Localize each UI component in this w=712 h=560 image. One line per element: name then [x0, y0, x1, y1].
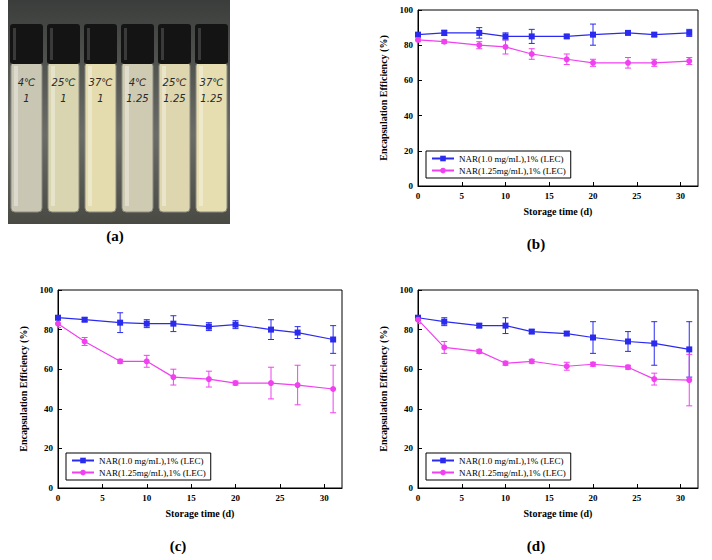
- svg-text:30: 30: [676, 191, 686, 201]
- svg-text:Encapsulation Efficiency (%): Encapsulation Efficiency (%): [378, 326, 390, 452]
- svg-text:20: 20: [231, 493, 241, 503]
- svg-text:NAR(1.25mg/mL),1% (LEC): NAR(1.25mg/mL),1% (LEC): [99, 468, 206, 478]
- svg-text:0: 0: [416, 493, 421, 503]
- svg-text:0: 0: [56, 493, 61, 503]
- svg-text:30: 30: [320, 493, 330, 503]
- svg-text:4℃: 4℃: [18, 77, 36, 88]
- svg-text:0: 0: [416, 191, 421, 201]
- svg-text:15: 15: [545, 493, 555, 503]
- svg-text:100: 100: [400, 5, 414, 15]
- svg-text:5: 5: [100, 493, 105, 503]
- svg-text:15: 15: [545, 191, 555, 201]
- svg-text:NAR(1.25mg/mL),1% (LEC): NAR(1.25mg/mL),1% (LEC): [459, 468, 566, 478]
- svg-text:10: 10: [142, 493, 152, 503]
- svg-text:NAR(1.0 mg/mL),1% (LEC): NAR(1.0 mg/mL),1% (LEC): [459, 154, 563, 164]
- svg-text:Storage time (d): Storage time (d): [166, 508, 235, 520]
- svg-text:25℃: 25℃: [52, 77, 76, 88]
- svg-text:1: 1: [97, 93, 103, 104]
- svg-text:100: 100: [40, 285, 54, 295]
- svg-text:60: 60: [44, 364, 54, 374]
- svg-text:5: 5: [460, 191, 465, 201]
- svg-text:30: 30: [676, 493, 686, 503]
- svg-text:80: 80: [404, 325, 414, 335]
- svg-text:60: 60: [404, 364, 414, 374]
- svg-text:Encapsulation Efficiency (%): Encapsulation Efficiency (%): [18, 326, 30, 452]
- svg-text:Encapsulation Efficiency (%): Encapsulation Efficiency (%): [378, 35, 390, 161]
- svg-text:1.25: 1.25: [126, 93, 148, 104]
- svg-text:NAR(1.0 mg/mL),1% (LEC): NAR(1.0 mg/mL),1% (LEC): [459, 456, 563, 466]
- svg-text:25: 25: [632, 191, 642, 201]
- svg-text:100: 100: [400, 285, 414, 295]
- svg-text:0: 0: [409, 483, 414, 493]
- svg-text:20: 20: [589, 493, 599, 503]
- html-text:(a): (a): [106, 228, 124, 244]
- svg-text:10: 10: [501, 493, 511, 503]
- svg-text:Storage time (d): Storage time (d): [524, 206, 593, 218]
- svg-text:37℃: 37℃: [89, 77, 113, 88]
- svg-text:60: 60: [404, 75, 414, 85]
- svg-text:40: 40: [44, 404, 54, 414]
- svg-text:(b): (b): [527, 236, 545, 253]
- svg-text:20: 20: [404, 443, 414, 453]
- svg-text:25℃: 25℃: [163, 77, 187, 88]
- svg-text:1.25: 1.25: [200, 93, 222, 104]
- svg-text:Storage time (d): Storage time (d): [524, 508, 593, 520]
- svg-text:1.25: 1.25: [163, 93, 185, 104]
- svg-text:NAR(1.0 mg/mL),1% (LEC): NAR(1.0 mg/mL),1% (LEC): [99, 456, 203, 466]
- svg-text:1: 1: [60, 93, 66, 104]
- svg-text:40: 40: [404, 404, 414, 414]
- svg-text:10: 10: [501, 191, 511, 201]
- svg-text:NAR(1.25mg/mL),1% (LEC): NAR(1.25mg/mL),1% (LEC): [459, 166, 566, 176]
- svg-text:20: 20: [404, 146, 414, 156]
- svg-text:0: 0: [409, 181, 414, 191]
- svg-text:37℃: 37℃: [200, 77, 224, 88]
- svg-text:25: 25: [632, 493, 642, 503]
- svg-text:80: 80: [404, 40, 414, 50]
- svg-text:20: 20: [44, 443, 54, 453]
- svg-text:(c): (c): [170, 538, 187, 555]
- svg-text:0: 0: [49, 483, 54, 493]
- svg-text:40: 40: [404, 111, 414, 121]
- svg-text:(d): (d): [527, 538, 545, 555]
- svg-text:25: 25: [275, 493, 285, 503]
- svg-text:5: 5: [460, 493, 465, 503]
- svg-text:80: 80: [44, 325, 54, 335]
- svg-text:1: 1: [23, 93, 29, 104]
- svg-text:4℃: 4℃: [129, 77, 147, 88]
- svg-text:15: 15: [187, 493, 197, 503]
- svg-text:20: 20: [589, 191, 599, 201]
